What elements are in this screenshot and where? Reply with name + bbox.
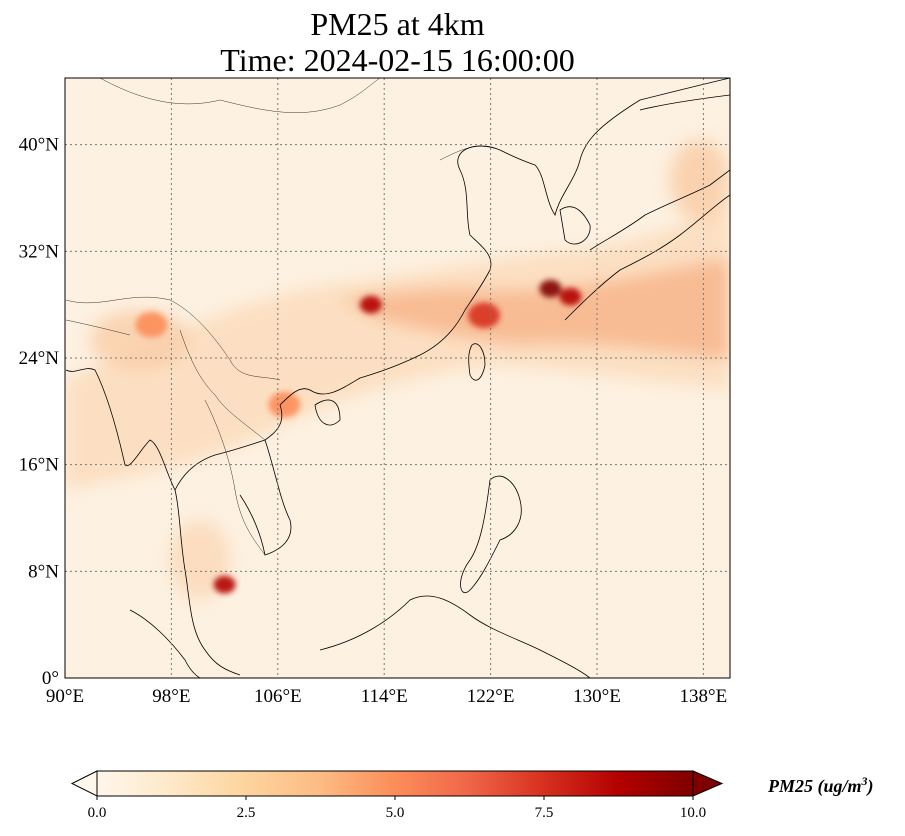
colorbar-label-close: ) [867,776,874,796]
pm25-hotspots [135,279,582,594]
map-title-line-2: Time: 2024-02-15 16:00:00 [220,42,575,78]
pm25-hotspot [135,311,168,338]
lon-tick-label: 114°E [361,686,408,707]
gridlines [65,78,730,678]
pm25-hotspot [359,295,382,314]
pm25-hotspot [268,391,301,418]
colorbar-body [97,771,693,796]
map-panel[interactable] [65,78,730,678]
pm25-northeast-patch [670,140,730,220]
lat-tick-label: 32°N [19,241,60,262]
colorbar-tick-label: 7.5 [535,805,554,821]
map-title-line-1: PM25 at 4km [310,6,485,42]
country-borders [65,78,501,556]
colorbar-tick-label: 5.0 [386,805,405,821]
colorbar[interactable]: 0.0 2.5 5.0 7.5 10.0 [70,770,724,821]
pm25-hotspot [559,287,582,306]
pm25-hotspot [539,279,562,298]
lon-tick-labels: 90°E 98°E 106°E 114°E 122°E 130°E 138°E [46,686,727,707]
pm25-band [65,200,730,490]
lat-tick-labels: 0° 8°N 16°N 24°N 32°N 40°N [19,135,60,689]
colorbar-label-text: PM25 (ug/m [768,776,862,796]
lon-tick-label: 138°E [680,686,728,707]
lat-tick-label: 16°N [19,455,60,476]
pm25-hotspot [213,575,236,594]
lon-tick-label: 90°E [46,686,84,707]
colorbar-tick-label: 2.5 [237,805,256,821]
colorbar-label: PM25 (ug/m3) [768,774,874,797]
lat-tick-label: 8°N [28,561,59,582]
colorbar-label-sup: 3 [861,774,868,788]
colorbar-extend-min [70,770,98,797]
pm25-south-patch [170,520,230,600]
colorbar-tick-label: 0.0 [88,805,107,821]
lon-tick-label: 122°E [467,686,515,707]
lon-tick-label: 106°E [254,686,302,707]
pm25-field [65,140,730,600]
colorbar-ticks: 0.0 2.5 5.0 7.5 10.0 [88,796,706,821]
map-frame [64,77,731,679]
lon-tick-label: 130°E [573,686,621,707]
lat-tick-label: 0° [42,668,59,689]
lat-tick-label: 40°N [19,135,60,156]
pm25-core-band [340,258,730,360]
colorbar-extend-max [692,770,724,797]
pm25-hotspot [467,302,500,329]
lon-tick-label: 98°E [152,686,190,707]
colorbar-tick-label: 10.0 [680,805,706,821]
lat-tick-label: 24°N [19,348,60,369]
